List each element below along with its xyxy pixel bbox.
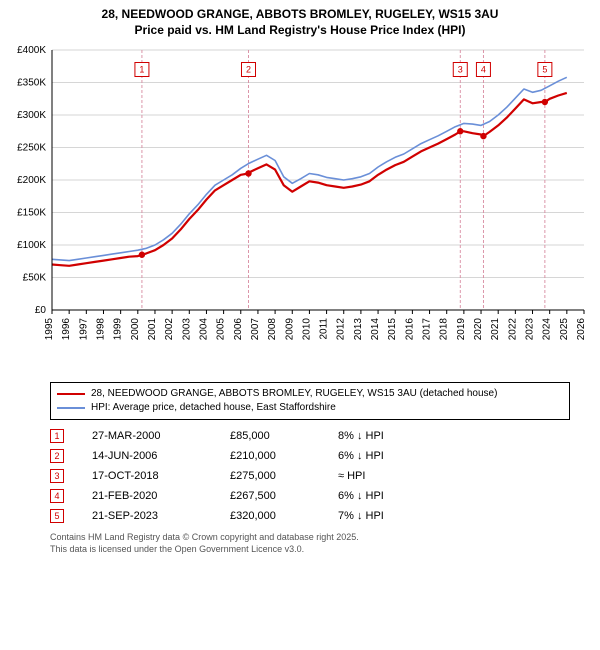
- svg-text:2018: 2018: [439, 318, 450, 341]
- footer-attribution: Contains HM Land Registry data © Crown c…: [50, 532, 570, 555]
- svg-text:1995: 1995: [44, 318, 55, 341]
- transaction-marker: 5: [50, 509, 64, 523]
- svg-text:2000: 2000: [130, 318, 141, 341]
- svg-text:2011: 2011: [319, 318, 330, 340]
- transaction-marker: 1: [50, 429, 64, 443]
- svg-text:£300K: £300K: [17, 110, 46, 121]
- svg-text:2020: 2020: [473, 318, 484, 341]
- transaction-diff: ≈ HPI: [338, 470, 428, 482]
- svg-text:£250K: £250K: [17, 143, 46, 154]
- svg-text:2: 2: [246, 65, 251, 75]
- svg-text:2026: 2026: [576, 318, 587, 341]
- transaction-date: 21-FEB-2020: [92, 490, 202, 502]
- svg-text:1999: 1999: [113, 318, 124, 341]
- transaction-price: £275,000: [230, 470, 310, 482]
- svg-text:2017: 2017: [422, 318, 433, 341]
- legend-swatch: [57, 407, 85, 409]
- svg-text:£0: £0: [35, 305, 47, 316]
- legend-swatch: [57, 393, 85, 395]
- svg-text:£350K: £350K: [17, 78, 46, 89]
- transaction-diff: 6% ↓ HPI: [338, 490, 428, 502]
- svg-text:3: 3: [458, 65, 463, 75]
- svg-text:2016: 2016: [404, 318, 415, 341]
- svg-text:£400K: £400K: [17, 45, 46, 56]
- transaction-row: 2 14-JUN-2006 £210,000 6% ↓ HPI: [50, 446, 570, 466]
- chart-area: £0 £50K £100K £150K £200K £250K £300K £350K £400…: [0, 44, 600, 374]
- svg-text:2007: 2007: [250, 318, 261, 341]
- transaction-marker: 4: [50, 489, 64, 503]
- svg-text:£150K: £150K: [17, 208, 46, 219]
- transaction-marker: 2: [50, 449, 64, 463]
- title-line2: Price paid vs. HM Land Registry's House …: [4, 22, 596, 38]
- svg-text:2025: 2025: [559, 318, 570, 341]
- svg-text:2024: 2024: [542, 318, 553, 341]
- svg-text:2006: 2006: [233, 318, 244, 341]
- svg-text:4: 4: [481, 65, 486, 75]
- svg-text:2012: 2012: [336, 318, 347, 341]
- transaction-table: 1 27-MAR-2000 £85,000 8% ↓ HPI 2 14-JUN-2006 £…: [50, 426, 570, 526]
- transaction-date: 17-OCT-2018: [92, 470, 202, 482]
- svg-text:£100K: £100K: [17, 240, 46, 251]
- transaction-price: £210,000: [230, 450, 310, 462]
- transaction-row: 4 21-FEB-2020 £267,500 6% ↓ HPI: [50, 486, 570, 506]
- svg-text:2005: 2005: [216, 318, 227, 341]
- transaction-row: 1 27-MAR-2000 £85,000 8% ↓ HPI: [50, 426, 570, 446]
- transaction-diff: 8% ↓ HPI: [338, 430, 428, 442]
- footer-line1: Contains HM Land Registry data © Crown c…: [50, 532, 570, 544]
- svg-text:2015: 2015: [387, 318, 398, 341]
- transaction-marker: 3: [50, 469, 64, 483]
- svg-text:2022: 2022: [507, 318, 518, 341]
- transaction-price: £85,000: [230, 430, 310, 442]
- svg-text:2001: 2001: [147, 318, 158, 341]
- svg-text:1: 1: [139, 65, 144, 75]
- chart-svg: £0 £50K £100K £150K £200K £250K £300K £350K £400…: [0, 44, 600, 374]
- transaction-price: £320,000: [230, 510, 310, 522]
- svg-text:£200K: £200K: [17, 175, 46, 186]
- legend-label: 28, NEEDWOOD GRANGE, ABBOTS BROMLEY, RUG…: [91, 387, 497, 401]
- transaction-date: 21-SEP-2023: [92, 510, 202, 522]
- legend: 28, NEEDWOOD GRANGE, ABBOTS BROMLEY, RUG…: [50, 382, 570, 420]
- transaction-date: 14-JUN-2006: [92, 450, 202, 462]
- svg-text:2003: 2003: [181, 318, 192, 341]
- svg-text:2004: 2004: [198, 318, 209, 341]
- legend-item: HPI: Average price, detached house, East…: [57, 401, 563, 415]
- svg-text:2008: 2008: [267, 318, 278, 341]
- transaction-row: 5 21-SEP-2023 £320,000 7% ↓ HPI: [50, 506, 570, 526]
- legend-item: 28, NEEDWOOD GRANGE, ABBOTS BROMLEY, RUG…: [57, 387, 563, 401]
- svg-text:2019: 2019: [456, 318, 467, 341]
- svg-text:5: 5: [542, 65, 547, 75]
- title-line1: 28, NEEDWOOD GRANGE, ABBOTS BROMLEY, RUG…: [4, 6, 596, 22]
- svg-text:2021: 2021: [490, 318, 501, 341]
- svg-text:2010: 2010: [301, 318, 312, 341]
- svg-text:2002: 2002: [164, 318, 175, 341]
- chart-title: 28, NEEDWOOD GRANGE, ABBOTS BROMLEY, RUG…: [0, 0, 600, 40]
- svg-text:1997: 1997: [78, 318, 89, 341]
- svg-text:2009: 2009: [284, 318, 295, 341]
- transaction-date: 27-MAR-2000: [92, 430, 202, 442]
- legend-label: HPI: Average price, detached house, East…: [91, 401, 336, 415]
- svg-text:1996: 1996: [61, 318, 72, 341]
- svg-text:1998: 1998: [95, 318, 106, 341]
- svg-text:2023: 2023: [525, 318, 536, 341]
- svg-text:2014: 2014: [370, 318, 381, 341]
- svg-text:2013: 2013: [353, 318, 364, 341]
- transaction-diff: 7% ↓ HPI: [338, 510, 428, 522]
- svg-text:£50K: £50K: [23, 273, 47, 284]
- transaction-price: £267,500: [230, 490, 310, 502]
- transaction-diff: 6% ↓ HPI: [338, 450, 428, 462]
- footer-line2: This data is licensed under the Open Gov…: [50, 544, 570, 556]
- transaction-row: 3 17-OCT-2018 £275,000 ≈ HPI: [50, 466, 570, 486]
